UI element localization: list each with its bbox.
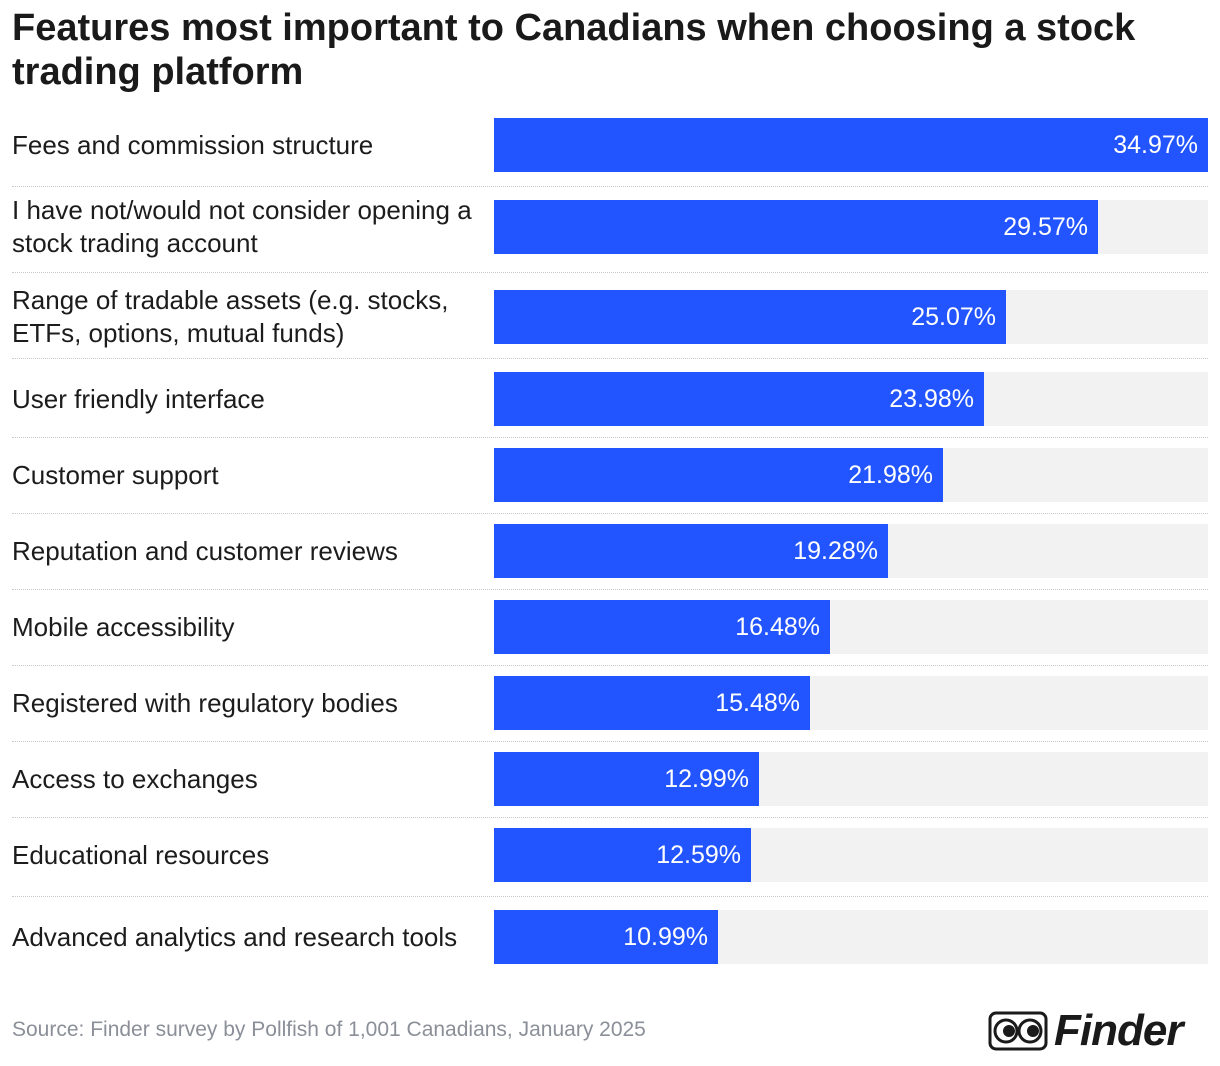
bar-track: 29.57% (494, 200, 1208, 254)
bar-track: 19.28% (494, 524, 1208, 578)
bar-track: 34.97% (494, 118, 1208, 172)
category-label: Access to exchanges (12, 763, 258, 794)
row-divider (12, 896, 1208, 897)
row-divider (12, 513, 1208, 514)
row-divider (12, 665, 1208, 666)
bar-track: 15.48% (494, 676, 1208, 730)
bar-value-label: 10.99% (623, 923, 708, 951)
category-label: Customer support (12, 459, 219, 490)
source-note: Source: Finder survey by Pollfish of 1,0… (12, 1018, 646, 1041)
bar: 12.59% (494, 828, 751, 882)
bar-value-label: 16.48% (735, 613, 820, 641)
bar: 10.99% (494, 910, 718, 964)
bar: 12.99% (494, 752, 759, 806)
bar-value-label: 34.97% (1113, 131, 1198, 159)
bar-value-label: 23.98% (889, 385, 974, 413)
bar-value-label: 12.59% (656, 841, 741, 869)
finder-logo: Finder (988, 1006, 1210, 1056)
bar-track: 12.59% (494, 828, 1208, 882)
row-divider (12, 741, 1208, 742)
bar-value-label: 12.99% (664, 765, 749, 793)
bar-track: 12.99% (494, 752, 1208, 806)
row-divider (12, 817, 1208, 818)
category-label: Fees and commission structure (12, 129, 374, 160)
row-divider (12, 589, 1208, 590)
row-divider (12, 358, 1208, 359)
bar-value-label: 15.48% (715, 689, 800, 717)
category-label: I have not/would not consider opening a … (12, 195, 472, 258)
category-label: Registered with regulatory bodies (12, 687, 398, 718)
bar-value-label: 29.57% (1003, 213, 1088, 241)
bar: 15.48% (494, 676, 810, 730)
bar: 34.97% (494, 118, 1208, 172)
bar-value-label: 21.98% (848, 461, 933, 489)
bar: 16.48% (494, 600, 830, 654)
bar: 19.28% (494, 524, 888, 578)
bar: 23.98% (494, 372, 984, 426)
bar-track: 23.98% (494, 372, 1208, 426)
category-label: Range of tradable assets (e.g. stocks, E… (12, 285, 449, 348)
bar-value-label: 25.07% (911, 303, 996, 331)
row-divider (12, 186, 1208, 187)
logo-text: Finder (1054, 1006, 1183, 1055)
row-divider (12, 272, 1208, 273)
category-label: User friendly interface (12, 383, 265, 414)
category-label: Mobile accessibility (12, 611, 235, 642)
bar: 29.57% (494, 200, 1098, 254)
bar: 21.98% (494, 448, 943, 502)
chart-title: Features most important to Canadians whe… (12, 7, 1136, 93)
row-divider (12, 437, 1208, 438)
bar-track: 10.99% (494, 910, 1208, 964)
bar-track: 25.07% (494, 290, 1208, 344)
eyes-icon (988, 1011, 1048, 1051)
category-label: Reputation and customer reviews (12, 535, 398, 566)
bar: 25.07% (494, 290, 1006, 344)
bar-track: 16.48% (494, 600, 1208, 654)
category-label: Educational resources (12, 839, 270, 870)
bar-value-label: 19.28% (793, 537, 878, 565)
category-label: Advanced analytics and research tools (12, 921, 458, 952)
bar-track: 21.98% (494, 448, 1208, 502)
